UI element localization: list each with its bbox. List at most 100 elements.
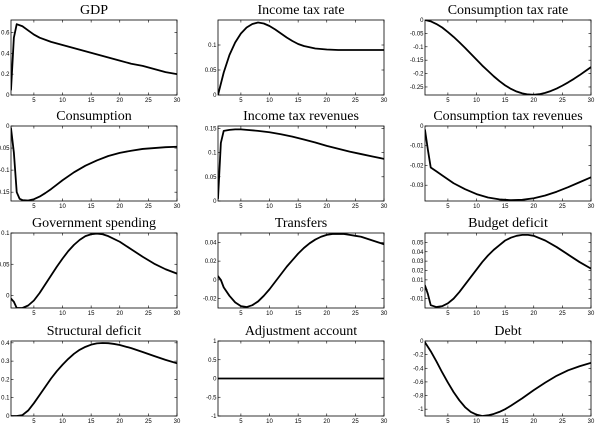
y-tick-label: -0.05 [0, 146, 10, 152]
x-tick-label: 20 [323, 98, 330, 104]
x-tick-label: 20 [530, 419, 537, 425]
panel-4: Income tax revenues5101520253000.050.10.… [205, 109, 388, 210]
x-tick-label: 30 [174, 98, 181, 104]
x-tick-label: 25 [145, 98, 152, 104]
x-tick-label: 15 [295, 98, 302, 104]
y-tick-label: 0 [213, 377, 217, 383]
x-tick-label: 5 [32, 311, 36, 317]
y-tick-label: 0.1 [1, 231, 10, 237]
y-tick-label: -0.6 [413, 380, 424, 386]
x-tick-label: 30 [174, 311, 181, 317]
x-tick-label: 5 [239, 204, 243, 210]
series-line [425, 130, 591, 200]
x-tick-label: 15 [295, 311, 302, 317]
x-tick-label: 15 [88, 419, 95, 425]
y-tick-label: 0 [420, 18, 424, 24]
x-tick-label: 10 [59, 311, 66, 317]
x-tick-label: 10 [473, 98, 480, 104]
panel-title: Consumption [56, 109, 131, 124]
y-tick-label: 0 [6, 124, 10, 130]
x-tick-label: 5 [32, 98, 36, 104]
x-tick-label: 25 [559, 311, 566, 317]
x-tick-label: 15 [295, 419, 302, 425]
x-tick-label: 30 [381, 419, 388, 425]
x-tick-label: 20 [530, 98, 537, 104]
y-tick-label: 0 [213, 93, 217, 99]
series-line [11, 24, 177, 90]
x-tick-label: 30 [381, 98, 388, 104]
x-tick-label: 20 [530, 311, 537, 317]
x-tick-label: 15 [88, 98, 95, 104]
y-tick-label: 0.02 [412, 269, 424, 275]
x-tick-label: 30 [381, 311, 388, 317]
panel-title: Income tax rate [257, 3, 344, 18]
x-tick-label: 20 [116, 311, 123, 317]
x-tick-label: 20 [116, 204, 123, 210]
x-tick-label: 25 [145, 311, 152, 317]
panel-title: Debt [494, 324, 521, 339]
panel-title: Structural deficit [47, 324, 142, 339]
x-tick-label: 25 [559, 98, 566, 104]
y-tick-label: 0.2 [1, 72, 10, 78]
x-tick-label: 10 [473, 311, 480, 317]
y-tick-label: 0.4 [1, 51, 10, 57]
x-tick-label: 5 [446, 98, 450, 104]
x-tick-label: 25 [352, 419, 359, 425]
panel-3: Consumption510152025300-0.05-0.1-0.15 [0, 109, 181, 210]
x-tick-label: 20 [323, 204, 330, 210]
x-tick-label: 10 [59, 204, 66, 210]
y-tick-label: 0.1 [1, 396, 10, 402]
x-tick-label: 5 [32, 419, 36, 425]
series-line [425, 342, 591, 416]
x-tick-label: 15 [502, 204, 509, 210]
panel-6: Government spending5101520253000.050.1 [0, 216, 181, 317]
x-tick-label: 15 [88, 311, 95, 317]
x-tick-label: 5 [446, 311, 450, 317]
panel-5: Consumption tax revenues510152025300-0.0… [410, 109, 595, 210]
axes-frame [425, 341, 591, 416]
y-tick-label: 0.05 [0, 262, 10, 268]
x-tick-label: 10 [59, 98, 66, 104]
panel-0: GDP5101520253000.20.40.6 [1, 3, 181, 104]
series-line [218, 129, 384, 198]
x-tick-label: 25 [352, 311, 359, 317]
panel-title: Consumption tax revenues [433, 109, 582, 124]
panel-title: GDP [80, 3, 108, 18]
series-line [11, 128, 177, 200]
x-tick-label: 10 [266, 98, 273, 104]
panel-title: Consumption tax rate [448, 3, 569, 18]
y-tick-label: -0.2 [413, 353, 424, 359]
y-tick-label: -1 [418, 407, 424, 413]
y-tick-label: 0.5 [208, 358, 217, 364]
x-tick-label: 5 [446, 419, 450, 425]
x-tick-label: 30 [588, 98, 595, 104]
y-tick-label: 1 [213, 339, 217, 345]
y-tick-label: 0 [420, 339, 424, 345]
panel-title: Budget deficit [468, 216, 548, 231]
x-tick-label: 5 [32, 204, 36, 210]
x-tick-label: 10 [473, 204, 480, 210]
y-tick-label: -1 [211, 414, 217, 420]
y-tick-label: 0.1 [208, 151, 217, 157]
x-tick-label: 20 [323, 311, 330, 317]
y-tick-label: 0.05 [205, 68, 217, 74]
y-tick-label: 0.02 [205, 259, 217, 265]
x-tick-label: 25 [145, 204, 152, 210]
y-tick-label: 0.1 [208, 43, 217, 49]
x-tick-label: 10 [266, 204, 273, 210]
y-tick-label: -0.5 [206, 395, 217, 401]
axes-frame [11, 126, 177, 201]
y-tick-label: -0.01 [410, 297, 424, 303]
axes-frame [425, 233, 591, 308]
series-line [425, 235, 591, 307]
y-tick-label: 0.04 [412, 250, 424, 256]
x-tick-label: 25 [559, 419, 566, 425]
panel-11: Debt510152025300-0.2-0.4-0.6-0.8-1 [413, 324, 595, 425]
y-tick-label: 0 [420, 124, 424, 130]
axes-frame [218, 126, 384, 201]
x-tick-label: 15 [502, 98, 509, 104]
x-tick-label: 5 [446, 204, 450, 210]
x-tick-label: 5 [239, 311, 243, 317]
x-tick-label: 15 [295, 204, 302, 210]
axes-frame [218, 233, 384, 308]
